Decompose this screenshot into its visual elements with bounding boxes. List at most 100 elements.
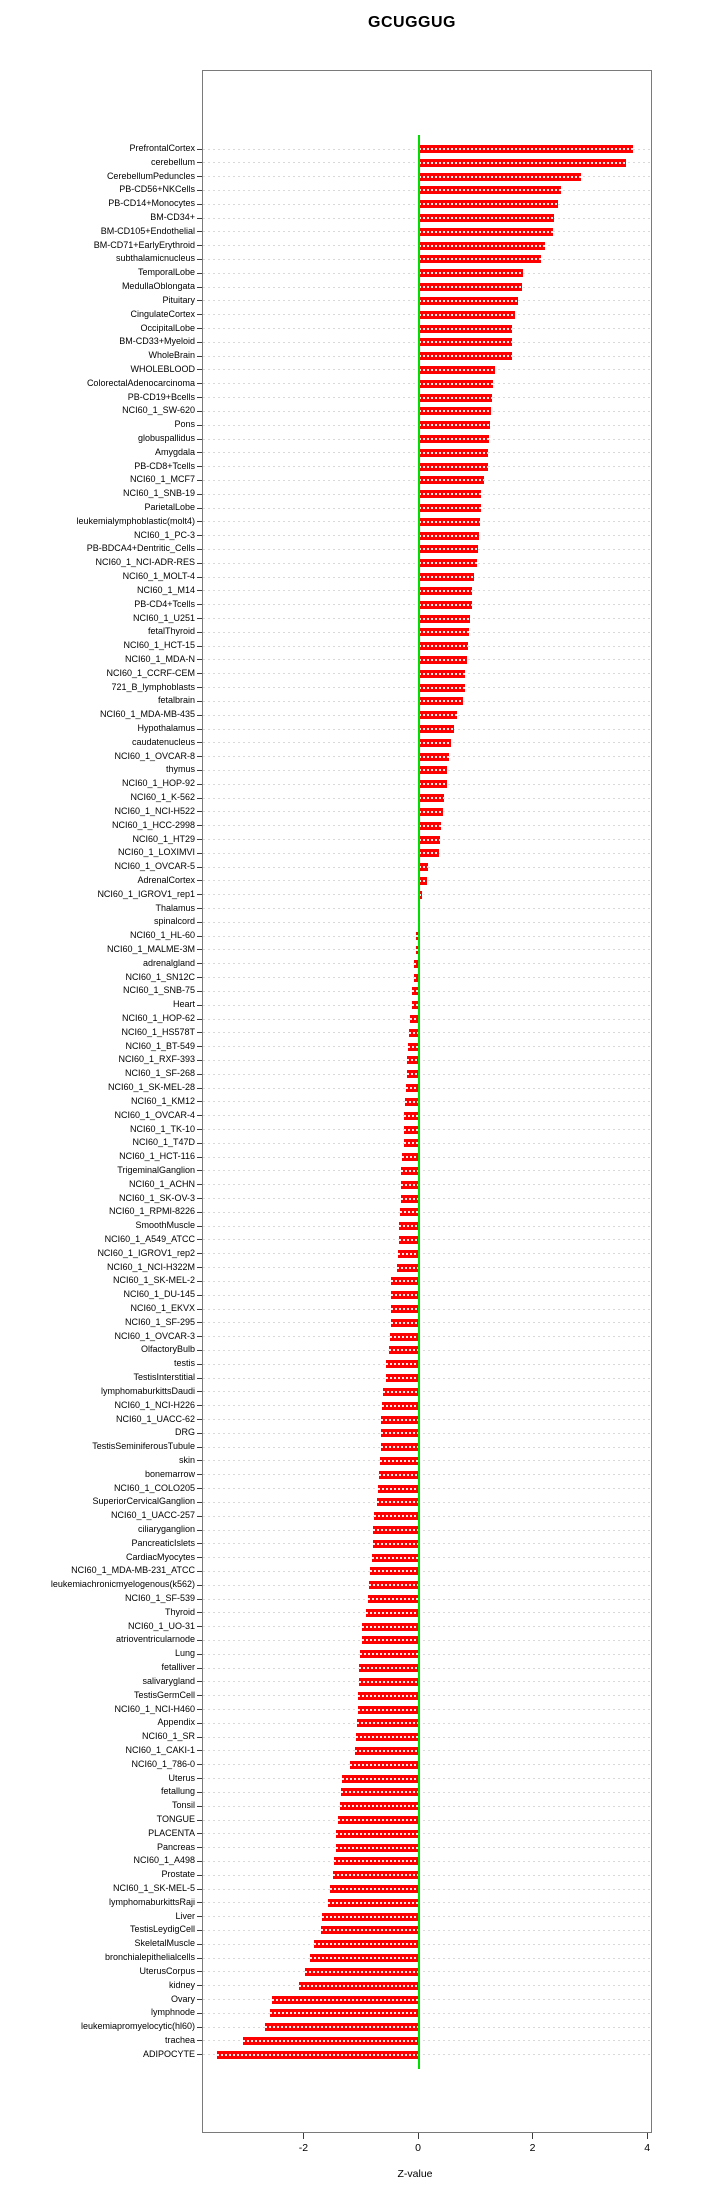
category-label: PLACENTA [148, 1827, 195, 1838]
category-tick [196, 1460, 202, 1462]
category-label: Liver [175, 1910, 195, 1921]
category-label: PB-CD4+Tcells [134, 598, 195, 609]
gridline [203, 2026, 651, 2028]
category-label: PB-CD8+Tcells [134, 460, 195, 471]
gridline [203, 1971, 651, 1973]
category-label: BM-CD105+Endothelial [100, 225, 195, 236]
category-tick [196, 1515, 202, 1517]
category-label: NCI60_1_786-0 [131, 1758, 195, 1769]
bar [390, 1305, 420, 1314]
bar [419, 725, 454, 734]
gridline [203, 1170, 651, 1172]
category-tick [196, 811, 202, 813]
category-tick [196, 1999, 202, 2001]
bar [419, 655, 468, 664]
category-label: NCI60_1_NCI-H322M [106, 1261, 195, 1272]
category-label: PB-CD19+Bcells [127, 391, 195, 402]
gridline [203, 1115, 651, 1117]
bar [391, 1277, 419, 1286]
bar [391, 1291, 419, 1300]
zero-reference-line [418, 135, 420, 2069]
category-label: Pancreas [156, 1841, 195, 1852]
category-tick [196, 189, 202, 191]
category-label: atrioventricularnode [115, 1634, 195, 1645]
bar [413, 973, 420, 982]
category-label: NCI60_1_HT29 [132, 833, 195, 844]
bar [217, 2050, 419, 2059]
x-tick-mark [417, 2133, 419, 2139]
bar [419, 683, 466, 692]
category-label: NCI60_1_SK-MEL-2 [112, 1275, 195, 1286]
gridline [203, 1874, 651, 1876]
bar [342, 1774, 419, 1783]
category-tick [196, 1018, 202, 1020]
category-label: MedullaOblongata [121, 281, 195, 292]
category-label: PB-BDCA4+Dentritic_Cells [86, 543, 195, 554]
gridline [203, 1101, 651, 1103]
gridline [203, 1018, 651, 1020]
category-label: PB-CD56+NKCells [119, 184, 195, 195]
category-tick [196, 866, 202, 868]
category-tick [196, 1902, 202, 1904]
category-label: NCI60_1_CCRF-CEM [106, 667, 195, 678]
bar [369, 1567, 420, 1576]
bar [409, 1015, 420, 1024]
bar [271, 1995, 420, 2004]
gridline [203, 1515, 651, 1517]
category-tick [196, 176, 202, 178]
bar [361, 1622, 420, 1631]
category-tick [196, 314, 202, 316]
bar [419, 794, 444, 803]
bar [405, 1084, 420, 1093]
category-label: NCI60_1_K-562 [130, 792, 195, 803]
category-label: NCI60_1_MOLT-4 [122, 571, 195, 582]
category-tick [196, 203, 202, 205]
category-label: leukemialymphoblastic(molt4) [76, 515, 195, 526]
gridline [203, 1736, 651, 1738]
gridline [203, 1432, 651, 1434]
bar [386, 1360, 419, 1369]
gridline [203, 1584, 651, 1586]
category-tick [196, 1695, 202, 1697]
gridline [203, 1488, 651, 1490]
bar [380, 1456, 419, 1465]
category-label: NCI60_1_MDA-MB-231_ATCC [71, 1565, 195, 1576]
category-tick [196, 1322, 202, 1324]
category-label: TestisGermCell [133, 1689, 195, 1700]
category-label: NCI60_1_HOP-92 [121, 778, 195, 789]
gridline [203, 2054, 651, 2056]
category-tick [196, 1722, 202, 1724]
x-tick-mark [646, 2133, 648, 2139]
bar [419, 352, 512, 361]
category-tick [196, 576, 202, 578]
bar [355, 1733, 419, 1742]
bar [419, 476, 485, 485]
bar [419, 379, 494, 388]
gridline [203, 1377, 651, 1379]
category-label: NCI60_1_A498 [133, 1855, 195, 1866]
bar [413, 959, 420, 968]
category-label: SmoothMuscle [135, 1220, 195, 1231]
category-label: NCI60_1_UACC-257 [110, 1510, 195, 1521]
bar [366, 1608, 419, 1617]
category-label: Appendix [157, 1717, 195, 1728]
bar [304, 1967, 420, 1976]
category-tick [196, 894, 202, 896]
category-label: NCI60_1_SF-268 [124, 1068, 195, 1079]
category-label: Thyroid [164, 1606, 195, 1617]
category-label: Heart [172, 999, 195, 1010]
category-tick [196, 852, 202, 854]
bar [419, 697, 463, 706]
category-label: NCI60_1_OVCAR-5 [114, 861, 195, 872]
category-tick [196, 217, 202, 219]
category-tick [196, 1101, 202, 1103]
category-label: NCI60_1_IGROV1_rep2 [97, 1247, 195, 1258]
category-label: NCI60_1_SF-539 [124, 1593, 195, 1604]
bar [419, 531, 480, 540]
bar [419, 711, 458, 720]
bar [419, 849, 440, 858]
gridline [203, 1294, 651, 1296]
category-tick [196, 1405, 202, 1407]
bar [357, 1719, 419, 1728]
category-label: PrefrontalCortex [129, 143, 195, 153]
